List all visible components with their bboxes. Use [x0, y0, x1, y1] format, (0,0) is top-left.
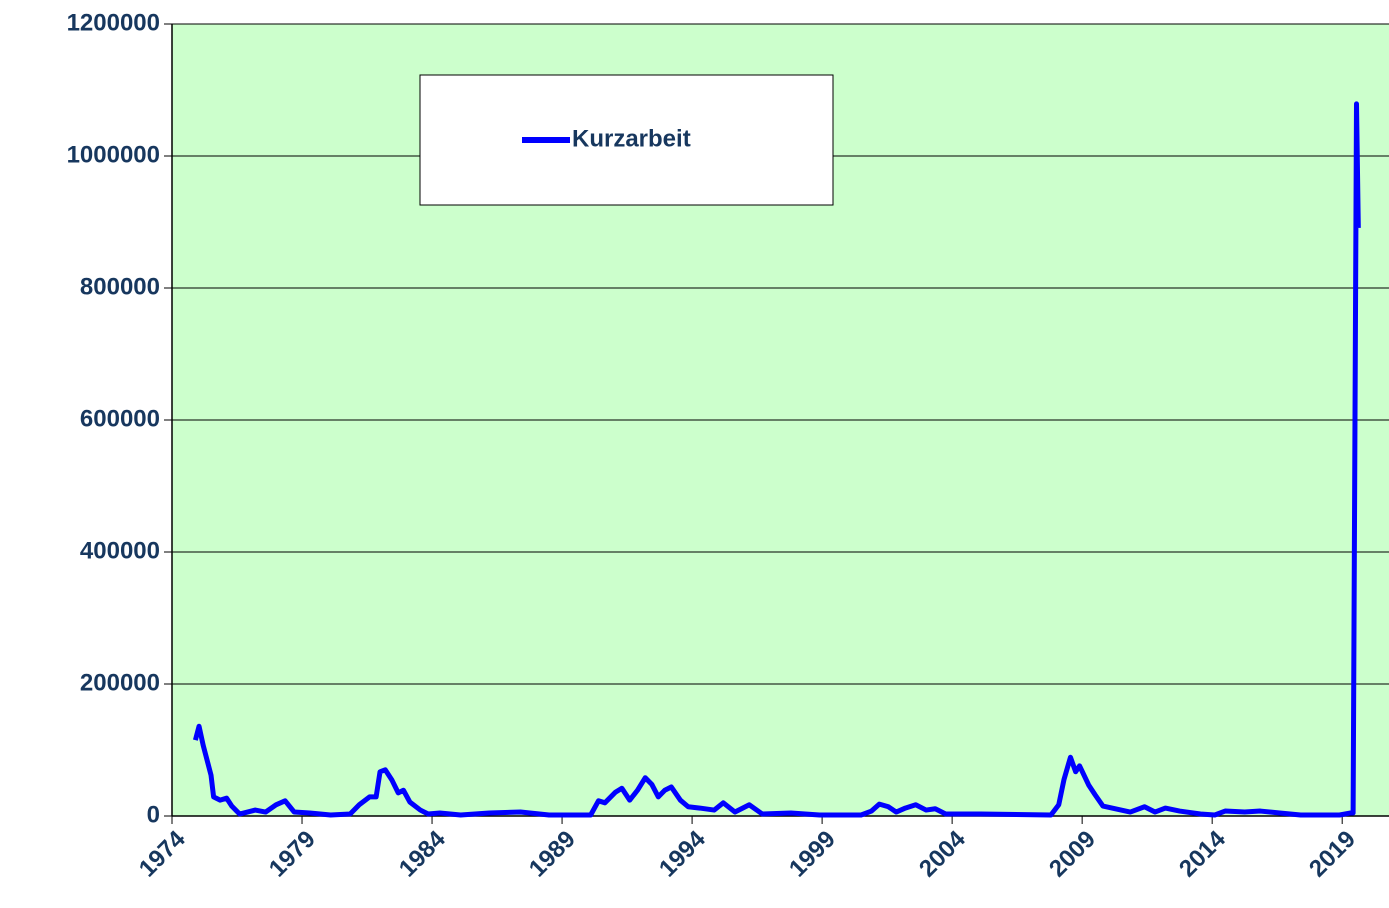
x-tick-label: 2009	[1044, 826, 1101, 883]
legend-label: Kurzarbeit	[572, 125, 691, 152]
line-series	[192, 101, 1361, 818]
y-tick-label: 0	[147, 801, 160, 828]
x-tick-label: 2014	[1174, 825, 1231, 882]
x-tick-label: 1999	[784, 826, 841, 883]
y-tick-label: 1000000	[67, 141, 160, 168]
y-tick-label: 400000	[80, 537, 160, 564]
x-tick-label: 1994	[654, 825, 711, 882]
x-tick-label: 2019	[1304, 826, 1361, 883]
y-tick-label: 800000	[80, 273, 160, 300]
y-tick-label: 200000	[80, 669, 160, 696]
y-tick-label: 600000	[80, 405, 160, 432]
legend-box	[419, 74, 834, 206]
x-tick-label: 2004	[914, 825, 971, 882]
x-tick-label: 1984	[394, 825, 451, 882]
x-tick-label: 1989	[524, 826, 581, 883]
x-tick-label: 1974	[134, 825, 191, 882]
y-tick-label: 1200000	[67, 9, 160, 36]
x-tick-label: 1979	[264, 826, 321, 883]
